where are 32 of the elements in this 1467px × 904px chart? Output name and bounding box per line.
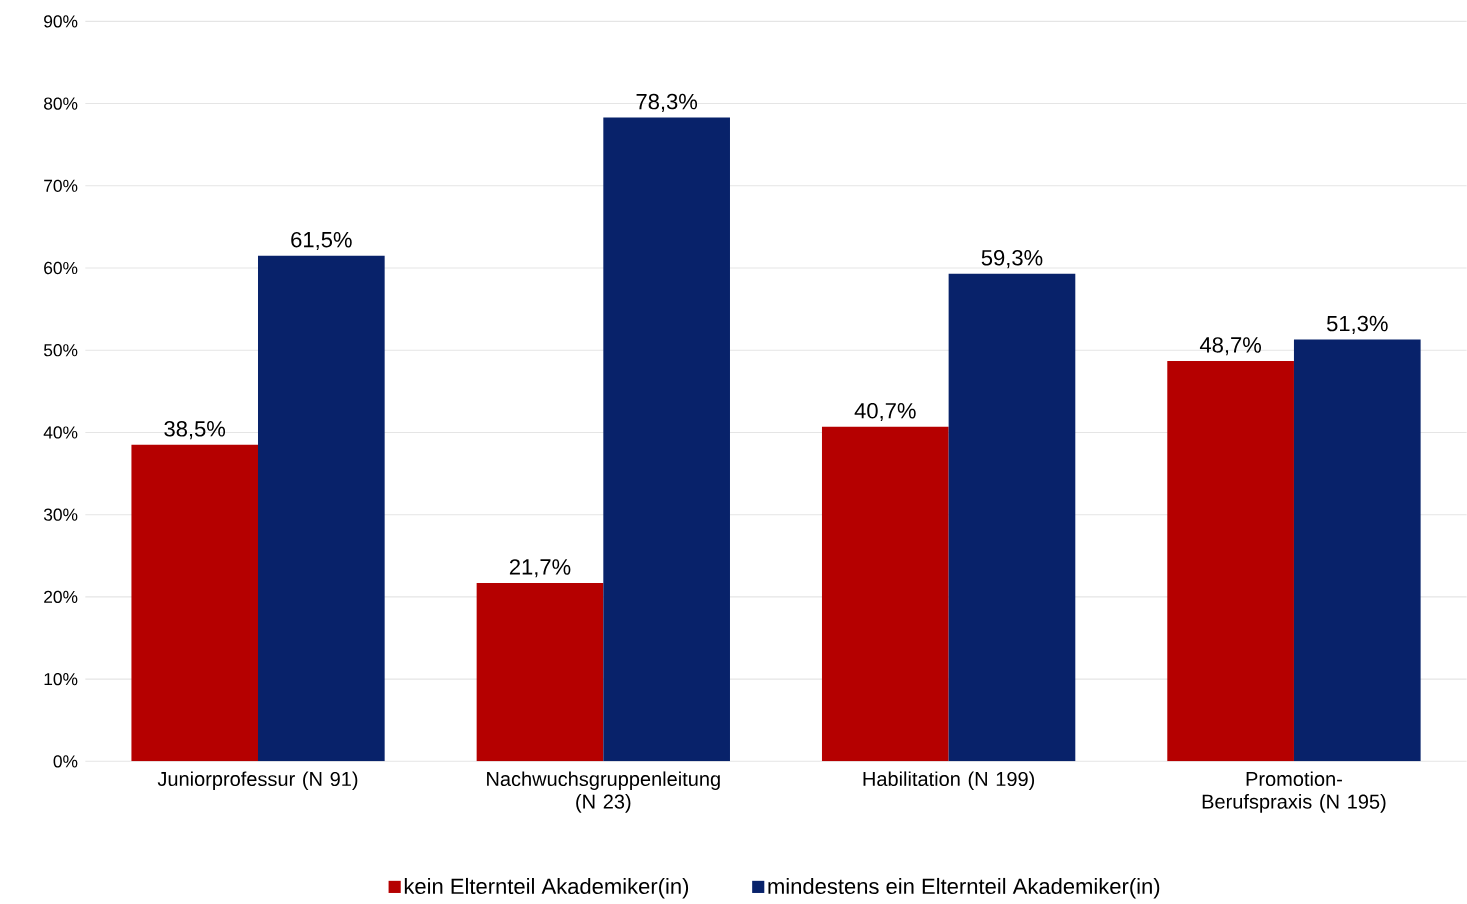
y-tick-label: 50% xyxy=(43,344,78,357)
y-tick-label: 20% xyxy=(44,590,78,604)
data-label: 59,3% xyxy=(981,249,1043,269)
bar xyxy=(1167,360,1294,762)
y-tick-label: 90% xyxy=(44,15,78,28)
data-label: 48,7% xyxy=(1199,337,1262,356)
data-label: 40,7% xyxy=(854,402,916,422)
data-label: 38,5% xyxy=(164,421,226,440)
legend-label: kein Elternteil Akademiker(in) xyxy=(404,877,689,899)
x-tick-label: Habilitation (N 199) xyxy=(863,771,1035,791)
bar xyxy=(603,117,730,762)
y-tick-label: 60% xyxy=(44,261,78,275)
y-tick-label: 80% xyxy=(44,97,78,110)
data-label: 78,3% xyxy=(636,93,698,112)
bar xyxy=(948,273,1076,762)
bar xyxy=(821,426,949,762)
y-tick-label: 10% xyxy=(44,672,78,686)
x-tick-label: Promotion-Berufspraxis (N 195) xyxy=(1202,771,1386,813)
x-tick-label: Juniorprofessur (N 91) xyxy=(157,771,358,791)
x-tick-label: Nachwuchsgruppenleitung (N 23) xyxy=(487,771,720,813)
bar xyxy=(1293,339,1421,762)
data-label: 21,7% xyxy=(509,559,571,578)
bar xyxy=(476,582,604,762)
y-tick-label: 0% xyxy=(53,755,78,768)
data-label: 61,5% xyxy=(291,231,352,251)
bar xyxy=(131,444,258,762)
legend-label: mindestens ein Elternteil Akademiker(in) xyxy=(768,877,1160,899)
y-tick-label: 40% xyxy=(43,426,78,439)
bar xyxy=(258,255,385,762)
y-tick-label: 30% xyxy=(43,508,78,521)
y-tick-label: 70% xyxy=(44,179,78,192)
data-label: 51,3% xyxy=(1326,315,1388,334)
